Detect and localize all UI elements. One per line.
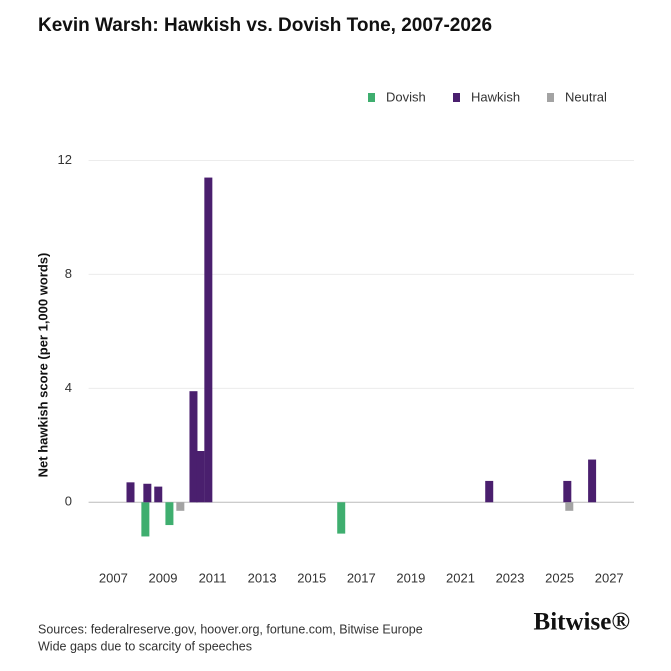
y-tick-label: 4 [65,380,72,395]
bar [126,482,135,503]
bar [143,483,152,503]
bar [485,480,494,503]
bar [204,177,213,503]
x-tick-label: 2013 [248,570,277,585]
y-axis-label: Net hawkish score (per 1,000 words) [35,253,50,478]
legend-label: Dovish [386,89,426,104]
x-tick-label: 2027 [595,570,624,585]
bar [141,502,150,537]
bar [337,502,346,534]
chart-title: Kevin Warsh: Hawkish vs. Dovish Tone, 20… [38,15,492,36]
bar [154,486,163,503]
note: Wide gaps due to scarcity of speeches [38,639,252,653]
x-tick-label: 2023 [496,570,525,585]
legend-label: Neutral [565,89,607,104]
bar [165,502,174,526]
x-tick-label: 2009 [149,570,178,585]
bar [563,480,572,503]
x-tick-label: 2015 [297,570,326,585]
bar [196,451,205,503]
legend-swatch [547,93,554,102]
x-tick-label: 2017 [347,570,376,585]
y-tick-label: 8 [65,266,72,281]
legend-swatch [453,93,460,102]
x-tick-label: 2021 [446,570,475,585]
legend-swatch [368,93,375,102]
logo: Bitwise® [534,609,630,636]
x-tick-label: 2011 [199,570,227,585]
x-tick-label: 2007 [99,570,128,585]
x-tick-label: 2025 [545,570,574,585]
bar [176,502,185,511]
x-tick-label: 2019 [396,570,425,585]
bar [189,391,198,503]
legend-label: Hawkish [471,89,520,104]
bar [565,502,574,511]
y-tick-label: 0 [65,494,72,509]
bar [588,459,597,503]
y-tick-label: 12 [58,152,72,167]
source: Sources: federalreserve.gov, hoover.org,… [38,622,423,636]
